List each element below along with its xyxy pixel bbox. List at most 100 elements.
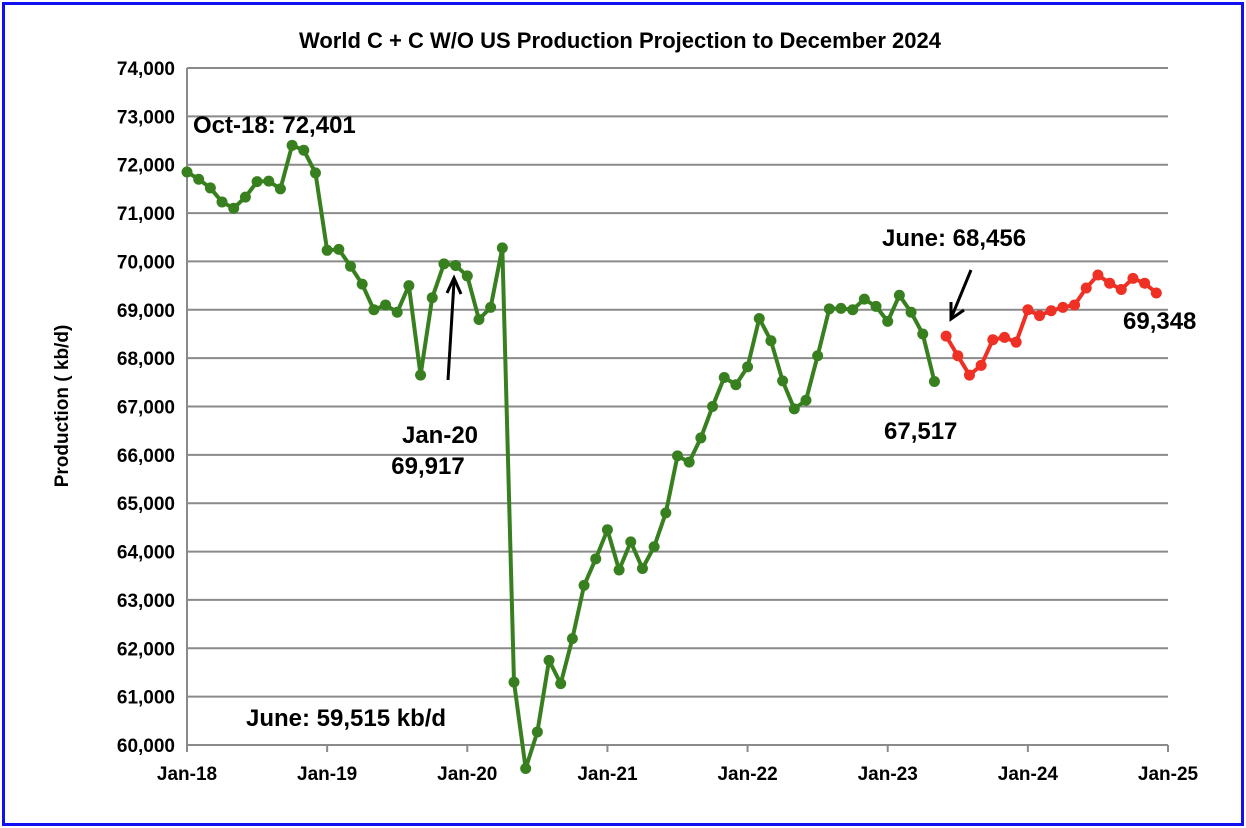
data-point xyxy=(695,432,707,444)
data-point xyxy=(263,175,275,187)
data-point xyxy=(730,379,742,391)
data-point xyxy=(415,369,427,381)
data-point xyxy=(660,507,672,519)
data-point xyxy=(216,196,228,208)
y-tick-label: 63,000 xyxy=(117,591,175,612)
data-point xyxy=(940,330,952,342)
x-tick-label: Jan-18 xyxy=(157,764,217,785)
x-tick-label: Jan-22 xyxy=(717,764,777,785)
data-point xyxy=(1115,283,1127,295)
data-point xyxy=(450,259,462,271)
series-line-1 xyxy=(185,143,937,771)
data-point xyxy=(1069,299,1081,311)
data-point xyxy=(707,401,719,412)
annotation-arrowhead-june23 xyxy=(949,302,965,322)
data-point xyxy=(765,335,777,347)
data-point xyxy=(543,654,555,666)
data-point xyxy=(1104,277,1116,289)
data-point xyxy=(1139,277,1151,289)
data-point xyxy=(1080,282,1092,294)
x-tick-label: Jan-19 xyxy=(297,764,357,785)
data-point xyxy=(812,350,824,362)
data-point xyxy=(345,260,356,272)
data-point xyxy=(847,304,859,316)
data-point xyxy=(788,403,800,415)
annotation-low: June: 59,515 kb/d xyxy=(246,705,446,732)
data-point xyxy=(613,564,625,576)
annotation-arrow-june23 xyxy=(950,269,973,317)
annotation-last-actual: 67,517 xyxy=(884,418,957,445)
annotation-june23: June: 68,456 xyxy=(882,225,1026,252)
data-point xyxy=(286,139,298,151)
data-point xyxy=(1045,305,1057,317)
data-point xyxy=(531,726,543,738)
y-tick-label: 61,000 xyxy=(117,688,175,709)
x-tick-label: Jan-21 xyxy=(577,764,638,785)
data-point xyxy=(718,371,730,383)
data-point xyxy=(520,762,532,774)
annotation-arrow-jan20 xyxy=(446,281,456,381)
data-point xyxy=(905,306,917,318)
x-tick-label: Jan-24 xyxy=(998,764,1059,785)
y-tick-label: 64,000 xyxy=(117,543,175,564)
data-point xyxy=(835,302,847,314)
data-point xyxy=(333,243,345,255)
data-point xyxy=(461,270,473,282)
annotation-jan20-label: Jan-20 xyxy=(402,422,478,449)
chart-title: World C + C W/O US Production Projection… xyxy=(299,28,942,53)
y-tick-label: 74,000 xyxy=(117,59,175,80)
data-point xyxy=(1057,301,1069,313)
data-point xyxy=(963,369,975,381)
y-tick-label: 60,000 xyxy=(117,736,175,757)
data-point xyxy=(999,331,1010,343)
data-point xyxy=(380,299,392,311)
data-point xyxy=(426,292,438,304)
x-tick-label: Jan-20 xyxy=(437,764,497,785)
data-point xyxy=(496,242,508,254)
data-point xyxy=(917,328,929,340)
data-point xyxy=(882,315,894,327)
data-point xyxy=(204,182,216,194)
data-point xyxy=(601,524,613,536)
data-point xyxy=(742,361,754,373)
data-point xyxy=(566,633,578,645)
annotation-end: 69,348 xyxy=(1123,308,1196,335)
data-point xyxy=(239,191,251,203)
data-point xyxy=(987,334,999,346)
data-point xyxy=(753,312,765,324)
data-point xyxy=(251,176,263,188)
x-tick-label: Jan-23 xyxy=(858,764,918,785)
y-tick-label: 72,000 xyxy=(117,156,175,177)
data-point xyxy=(473,313,485,325)
y-tick-label: 62,000 xyxy=(117,639,175,660)
data-point xyxy=(578,579,590,591)
data-point xyxy=(1127,272,1139,284)
data-point xyxy=(228,202,240,214)
data-point xyxy=(309,167,321,179)
annotation-arrowhead-jan20 xyxy=(445,274,463,295)
y-tick-label: 70,000 xyxy=(117,252,175,273)
data-point xyxy=(298,144,310,156)
data-point xyxy=(555,678,567,690)
data-point xyxy=(193,173,205,185)
y-tick-label: 66,000 xyxy=(117,446,175,467)
data-point xyxy=(1150,287,1162,299)
data-point xyxy=(1034,310,1046,322)
data-point xyxy=(648,541,660,553)
y-tick-label: 69,000 xyxy=(117,301,175,322)
data-point xyxy=(1010,336,1022,348)
annotation-jan20-value: 69,917 xyxy=(391,453,464,480)
y-tick-label: 71,000 xyxy=(117,204,175,225)
data-point xyxy=(403,280,415,292)
data-point xyxy=(508,676,520,688)
data-point xyxy=(438,258,450,270)
data-point xyxy=(870,300,882,312)
data-point xyxy=(321,244,333,256)
data-point xyxy=(485,301,497,313)
data-point xyxy=(800,394,812,406)
y-tick-label: 67,000 xyxy=(117,398,175,419)
data-point xyxy=(1092,269,1104,281)
annotation-peak: Oct-18: 72,401 xyxy=(193,112,356,139)
